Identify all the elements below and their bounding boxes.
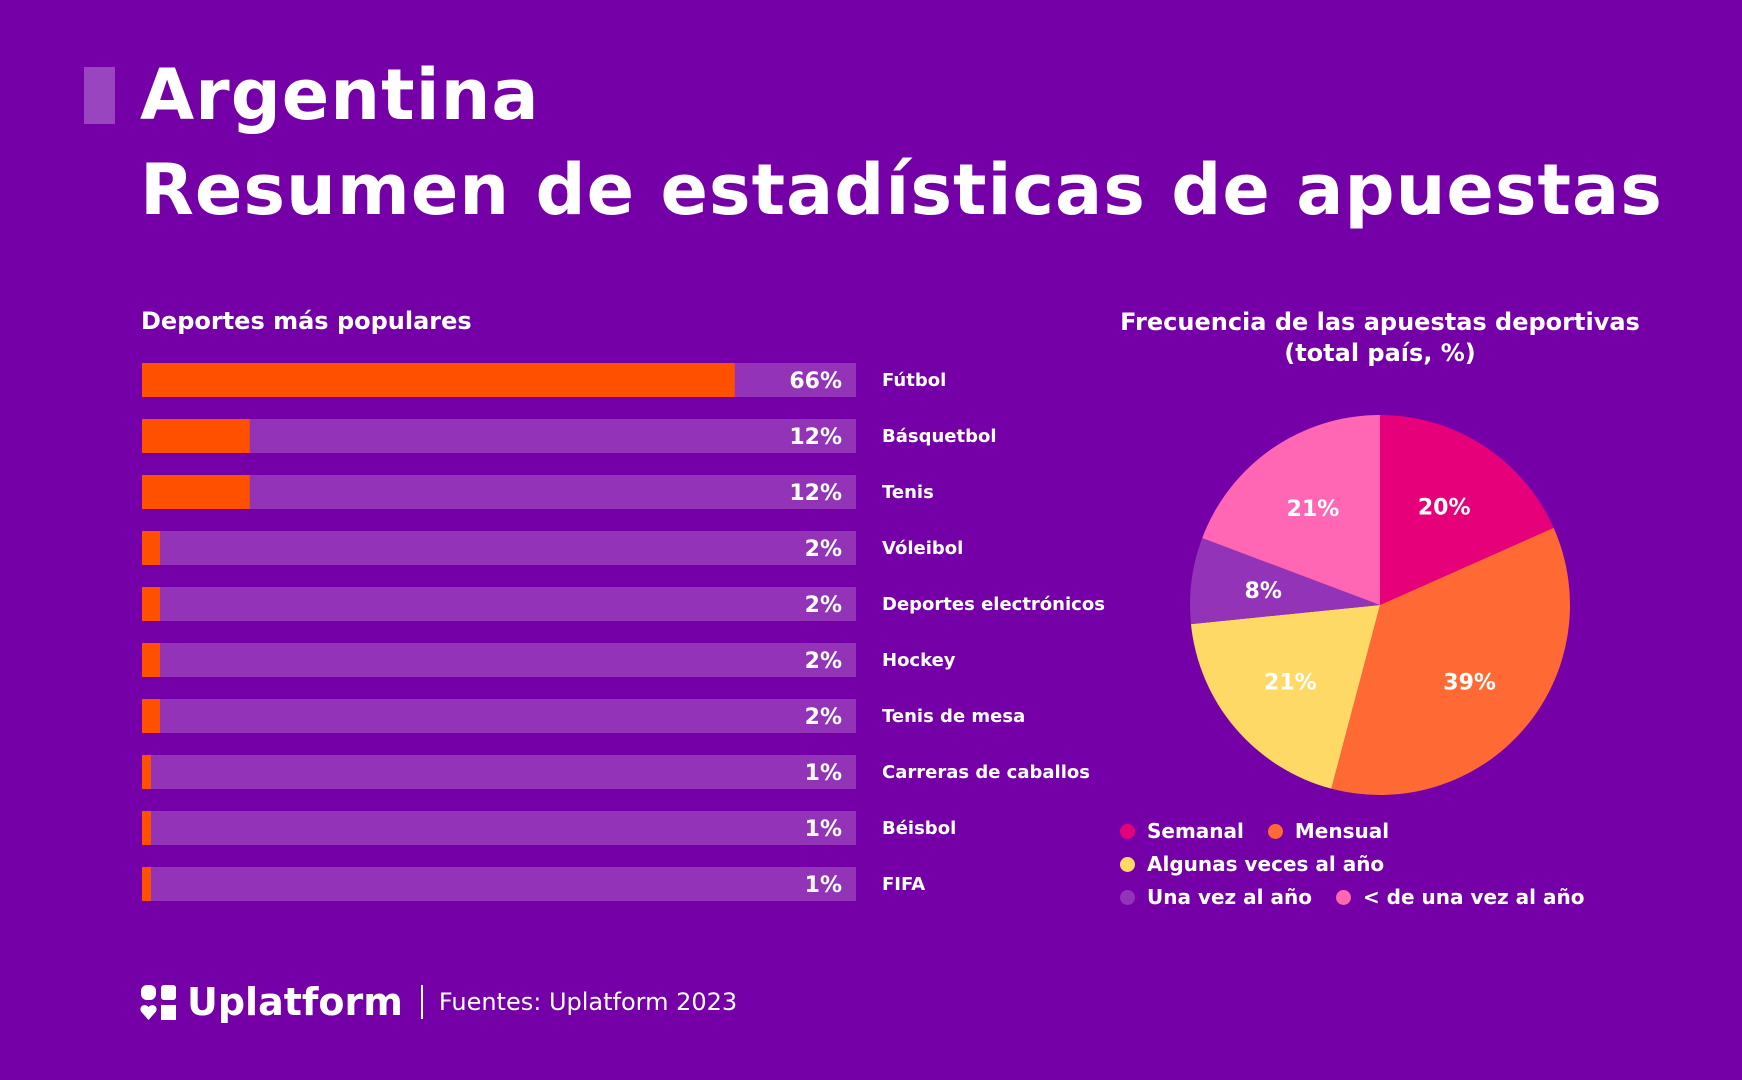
legend-swatch [1120,890,1135,905]
pie-slice-label: 39% [1443,670,1496,695]
legend-item: Una vez al año [1120,881,1312,914]
bar-category-label: Fútbol [882,370,946,391]
bar-category-label: Carreras de caballos [882,762,1090,783]
bar-track [142,699,856,733]
bar-value-label: 66% [789,369,842,394]
bar-track [142,755,856,789]
legend-item: Algunas veces al año [1120,848,1384,881]
legend-swatch [1335,890,1351,905]
footer-divider [420,985,423,1019]
legend-label: < de una vez al año [1362,885,1585,909]
uplatform-logo-icon [140,984,176,1020]
bar-category-label: Básquetbol [882,426,997,447]
legend-label: Algunas veces al año [1147,852,1385,876]
bar-category-label: Béisbol [882,818,956,839]
pie-slice-0 [1380,415,1554,605]
pie-slice-label: 21% [1264,670,1317,695]
bar-value-label: 12% [789,425,842,450]
bar-value-label: 2% [805,537,842,562]
bar-category-label: Hockey [882,650,956,671]
bar-value-label: 1% [805,873,842,898]
legend-item: Mensual [1267,815,1390,848]
bar-track [142,811,856,845]
bar-track [142,867,856,901]
bar-7 [142,755,151,789]
legend-swatch [1120,824,1135,839]
bar-value-label: 12% [789,481,842,506]
legend-label: Mensual [1294,819,1390,843]
bar-value-label: 1% [805,761,842,786]
pie-slice-label: 8% [1245,579,1282,604]
pie-slice-label: 21% [1287,497,1340,522]
legend-label: Una vez al año [1147,885,1312,909]
bar-category-label: Tenis [882,482,934,503]
bar-1 [142,419,250,453]
bar-track [142,531,856,565]
pie-slice-3 [1190,538,1380,625]
page-title-summary: Resumen de estadísticas de apuestas [140,149,1663,231]
bar-category-label: Deportes electrónicos [882,594,1105,615]
bar-category-label: FIFA [882,874,925,895]
bar-track [142,587,856,621]
footer: Uplatform Fuentes: Uplatform 2023 [140,975,737,1029]
legend-item: Semanal [1120,815,1244,848]
bar-3 [142,531,160,565]
brand-name: Uplatform [187,980,403,1024]
legend-item: < de una vez al año [1335,881,1585,914]
bar-track [142,643,856,677]
pie-chart-title: Frecuencia de las apuestas deportivas (t… [1120,308,1640,367]
bar-value-label: 2% [805,593,842,618]
legend-label: Semanal [1147,819,1244,843]
bar-8 [142,811,151,845]
pie-slice-4 [1202,415,1380,605]
bar-category-label: Vóleibol [882,538,963,559]
bar-value-label: 1% [805,817,842,842]
bar-4 [142,587,160,621]
bar-track [142,475,856,509]
pie-slice-2 [1190,605,1380,789]
source-note: Fuentes: Uplatform 2023 [438,988,738,1016]
bar-2 [142,475,250,509]
bar-5 [142,643,160,677]
legend-swatch [1267,824,1283,839]
title-accent-mark [84,67,115,124]
bar-value-label: 2% [805,649,842,674]
page-title-country: Argentina [140,54,540,136]
bar-0 [142,363,735,397]
bar-category-label: Tenis de mesa [882,706,1025,727]
pie-legend: Semanal Mensual Algunas veces al año Una ve… [1120,815,1680,914]
bar-6 [142,699,160,733]
betting-frequency-pie-chart: 20% 39% 21% 8% 21% [1190,415,1570,795]
bar-value-label: 2% [805,705,842,730]
legend-swatch [1120,857,1135,872]
bar-track [142,419,856,453]
bar-chart-title: Deportes más populares [141,307,472,335]
pie-slice-1 [1331,527,1570,795]
pie-slice-label: 20% [1418,495,1471,520]
bar-9 [142,867,151,901]
